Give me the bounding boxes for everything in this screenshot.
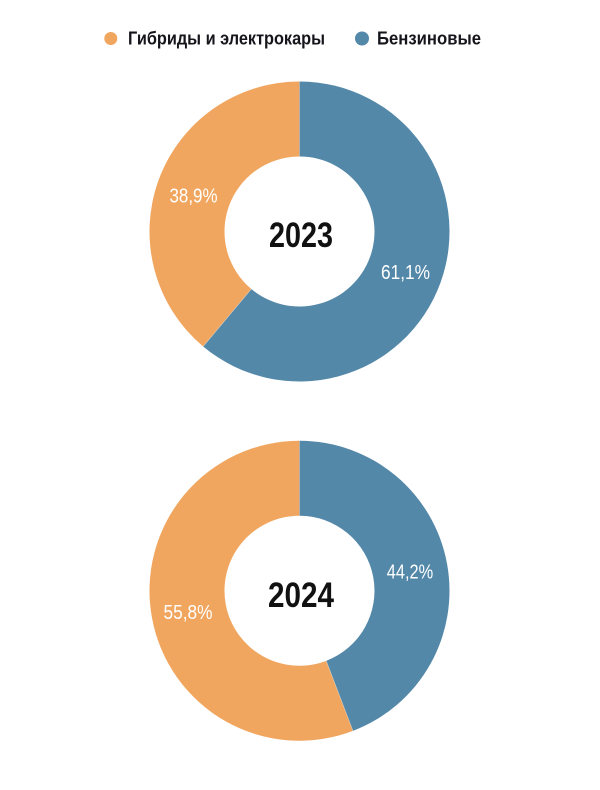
svg-text:Бензиновые: Бензиновые	[377, 29, 481, 49]
svg-text:61,1%: 61,1%	[381, 262, 430, 284]
svg-text:2023: 2023	[269, 216, 333, 255]
svg-text:2024: 2024	[268, 576, 334, 615]
svg-text:38,9%: 38,9%	[170, 186, 218, 208]
svg-text:44,2%: 44,2%	[387, 562, 434, 584]
svg-text:Гибриды и электрокары: Гибриды и электрокары	[128, 29, 325, 49]
svg-text:55,8%: 55,8%	[164, 602, 213, 624]
